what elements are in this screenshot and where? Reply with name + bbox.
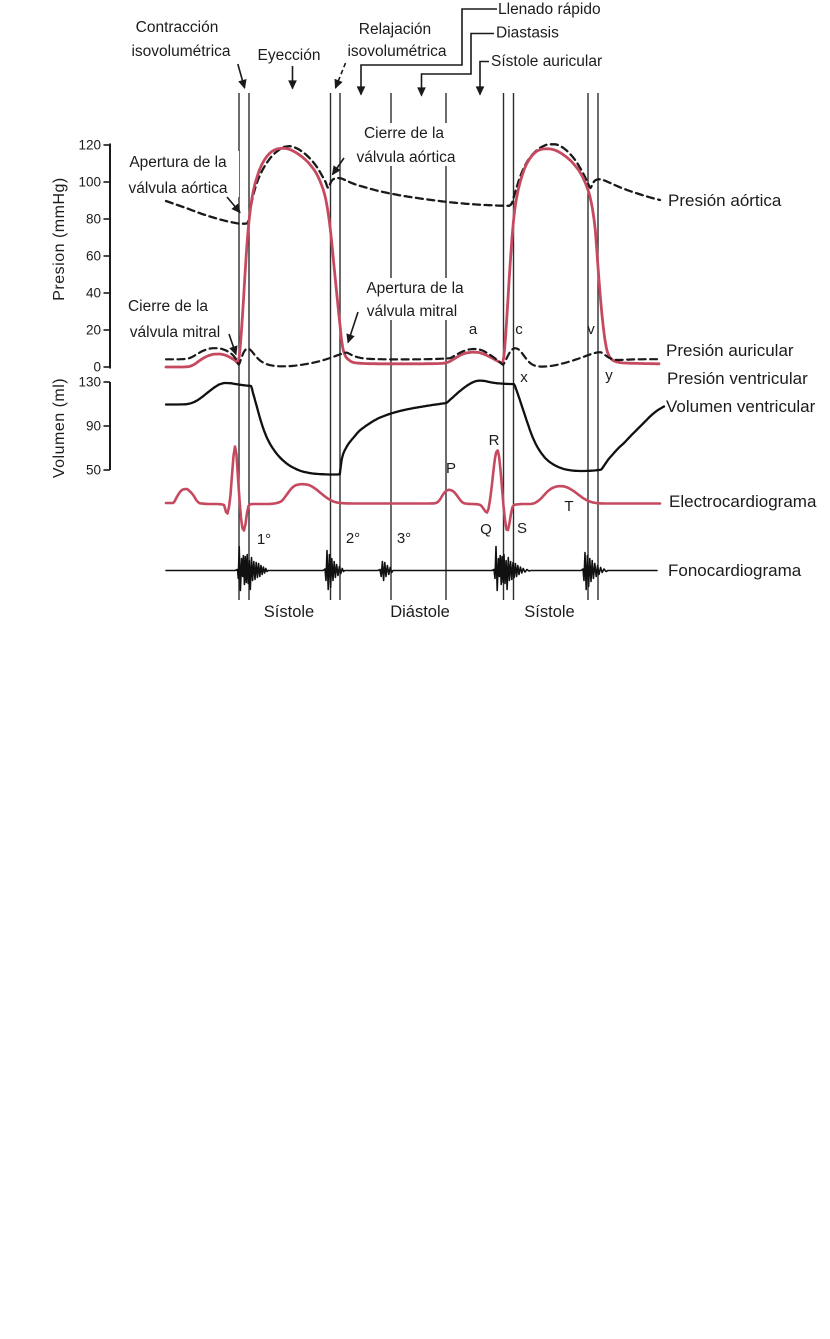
arrow-apertura-valvula-mitral bbox=[346, 311, 359, 344]
pressure-tick-label-0: 0 bbox=[93, 360, 101, 375]
arrow-cierre-valvula-mitral bbox=[228, 333, 238, 356]
curve-ventricular bbox=[164, 146, 661, 369]
wave-label-x: x bbox=[520, 369, 528, 386]
valve-label-cierre-mitral-line2: válvula mitral bbox=[130, 324, 220, 341]
wave-label-s: S bbox=[517, 520, 527, 537]
pressure-tick-label-100: 100 bbox=[78, 175, 101, 190]
series-label-fonocardiograma: Fonocardiograma bbox=[668, 561, 802, 580]
axis-label-volumen: Volumen (ml) bbox=[51, 378, 68, 478]
phase-boundary-lines bbox=[238, 93, 599, 600]
volume-tick-label-130: 130 bbox=[78, 375, 101, 390]
mask-cierre-mitral bbox=[118, 295, 232, 340]
mask-apertura-mitral bbox=[347, 278, 474, 320]
pressure-tick-label-40: 40 bbox=[86, 286, 101, 301]
bottom-label-diastole: Diástole bbox=[390, 603, 450, 621]
wave-label-c: c bbox=[515, 321, 523, 338]
arrow-relajacion-isovolumetrica bbox=[334, 62, 347, 90]
phase-label-eyeccion: Eyección bbox=[258, 47, 321, 64]
wave-label-q: Q bbox=[480, 521, 492, 538]
valve-label-apertura-aortica-line1: Apertura de la bbox=[129, 154, 227, 171]
label-backgrounds bbox=[118, 123, 474, 340]
sound-label-2: 2° bbox=[346, 530, 360, 547]
pressure-tick-label-60: 60 bbox=[86, 249, 101, 264]
arrow-apertura-valvula-aortica bbox=[226, 196, 241, 214]
axis-label-presion: Presion (mmHg) bbox=[51, 177, 68, 300]
curve-fono bbox=[165, 545, 658, 592]
volume-tick-label-50: 50 bbox=[86, 463, 101, 478]
phase-label-sistole-auricular: Sístole auricular bbox=[491, 53, 602, 70]
curve-ecg bbox=[164, 445, 662, 532]
wave-label-y: y bbox=[605, 367, 613, 384]
volume-tick-label-90: 90 bbox=[86, 419, 101, 434]
arrow-contraccion-isovolumetrica bbox=[237, 63, 247, 90]
connector-llenado-rapido bbox=[356, 8, 497, 96]
series-label-electrocardiograma: Electrocardiograma bbox=[669, 492, 817, 511]
curve-auricular bbox=[164, 347, 659, 368]
phase-label-contraccion-line2: isovolumétrica bbox=[131, 43, 230, 60]
series-label-volumen-ventricular: Volumen ventricular bbox=[666, 397, 816, 416]
series-label-presion-aortica: Presión aórtica bbox=[668, 191, 782, 210]
phase-label-contraccion-line1: Contracción bbox=[136, 19, 219, 36]
valve-label-cierre-aortica-line1: Cierre de la bbox=[364, 125, 444, 142]
phase-label-relajacion-line2: isovolumétrica bbox=[347, 43, 446, 60]
phase-label-relajacion-line1: Relajación bbox=[359, 21, 431, 38]
valve-label-cierre-mitral-line1: Cierre de la bbox=[128, 298, 208, 315]
wave-label-a: a bbox=[469, 321, 478, 338]
valve-label-cierre-aortica-line2: válvula aórtica bbox=[356, 149, 455, 166]
pressure-tick-label-120: 120 bbox=[78, 138, 101, 153]
phase-label-diastasis: Diastasis bbox=[496, 25, 559, 42]
pressure-tick-label-80: 80 bbox=[86, 212, 101, 227]
valve-label-apertura-mitral-line2: válvula mitral bbox=[367, 303, 457, 320]
arrow-cierre-valvula-aortica bbox=[331, 157, 345, 176]
connector-diastasis bbox=[417, 32, 494, 97]
sound-label-3: 3° bbox=[397, 530, 411, 547]
curves bbox=[164, 143, 666, 592]
connector-sistole-auricular bbox=[475, 60, 489, 96]
bottom-label-sistole-1: Sístole bbox=[264, 603, 314, 621]
phase-label-llenado-rapido: Llenado rápido bbox=[498, 1, 601, 18]
wave-label-r: R bbox=[489, 432, 500, 449]
mask-apertura-aortica bbox=[118, 151, 239, 197]
curve-volumen bbox=[164, 379, 666, 476]
mask-cierre-aortica bbox=[346, 123, 467, 166]
series-label-presion-ventricular: Presión ventricular bbox=[667, 369, 808, 388]
series-label-presion-auricular: Presión auricular bbox=[666, 341, 794, 360]
wave-label-p: P bbox=[446, 460, 456, 477]
wave-label-v: v bbox=[587, 321, 595, 338]
wave-label-t: T bbox=[564, 498, 573, 515]
annotation-arrows bbox=[226, 8, 497, 356]
sound-label-1: 1° bbox=[257, 531, 271, 548]
valve-label-apertura-mitral-line1: Apertura de la bbox=[366, 280, 464, 297]
pressure-tick-label-20: 20 bbox=[86, 323, 101, 338]
valve-label-apertura-aortica-line2: válvula aórtica bbox=[128, 180, 227, 197]
bottom-label-sistole-2: Sístole bbox=[524, 603, 574, 621]
